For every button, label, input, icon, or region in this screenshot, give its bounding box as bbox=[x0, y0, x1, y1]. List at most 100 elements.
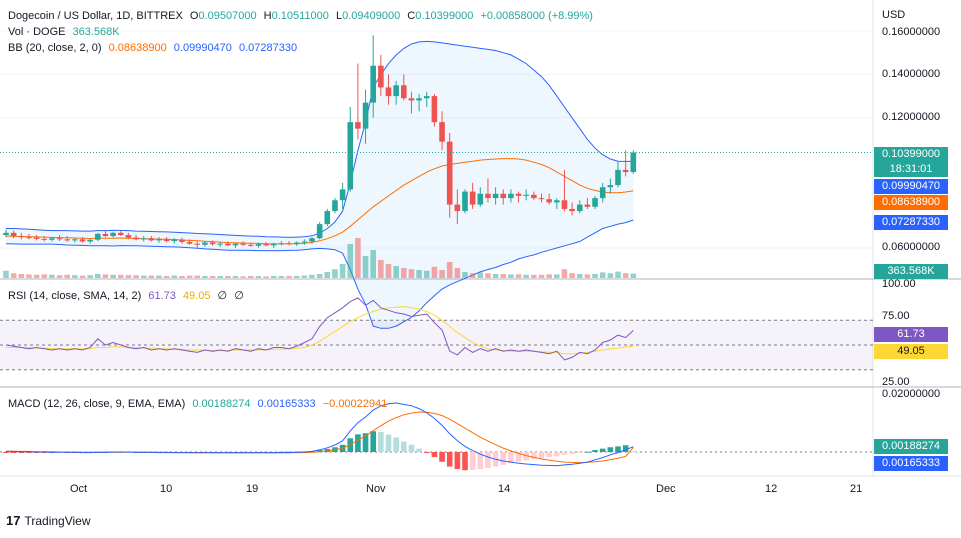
currency-label: USD bbox=[882, 9, 906, 21]
volume-bar bbox=[248, 276, 254, 278]
macd-signal-value: 0.00165333 bbox=[257, 398, 316, 410]
high-value: 0.10511000 bbox=[271, 10, 329, 22]
candle-body bbox=[576, 204, 583, 212]
rsi-legend[interactable]: RSI (14, close, SMA, 14, 2) 61.73 49.05 … bbox=[8, 289, 248, 303]
macd-histogram-bar bbox=[477, 452, 484, 470]
volume-bar bbox=[102, 274, 109, 278]
candle-body bbox=[309, 238, 315, 242]
rsi-line bbox=[5, 297, 634, 361]
candle-body bbox=[18, 236, 25, 238]
macd-histogram-bar bbox=[393, 437, 399, 452]
volume-bar bbox=[538, 274, 545, 278]
candle-body bbox=[33, 237, 40, 239]
volume-legend[interactable]: Vol · DOGE 363.568K bbox=[8, 25, 124, 39]
candle-body bbox=[378, 65, 384, 88]
bb-label: BB (20, close, 2, 0) bbox=[8, 42, 102, 54]
macd-histogram-bar bbox=[446, 452, 453, 467]
volume-bar bbox=[171, 275, 178, 278]
volume-bar bbox=[584, 274, 591, 278]
volume-bar bbox=[423, 270, 430, 278]
candle-body bbox=[102, 233, 109, 237]
volume-bar bbox=[278, 276, 285, 278]
x-tick: Oct bbox=[70, 483, 88, 495]
candle-body bbox=[248, 244, 254, 246]
tradingview-logo[interactable]: 17 TradingView bbox=[6, 513, 91, 528]
candle-body bbox=[355, 122, 361, 129]
macd-histogram-bar bbox=[515, 452, 522, 462]
x-tick: 21 bbox=[850, 483, 863, 495]
brand-name: TradingView bbox=[24, 513, 91, 528]
x-tick: 14 bbox=[498, 483, 511, 495]
macd-legend[interactable]: MACD (12, 26, close, 9, EMA, EMA) 0.0018… bbox=[8, 397, 391, 411]
volume-bar bbox=[125, 275, 132, 278]
candle-body bbox=[171, 239, 178, 242]
volume-bar bbox=[378, 260, 384, 278]
candle-body bbox=[72, 239, 78, 241]
volume-bar bbox=[531, 274, 537, 278]
x-tick: Nov bbox=[366, 483, 386, 495]
volume-bar bbox=[554, 274, 560, 278]
macd-histogram-bar bbox=[569, 452, 575, 454]
volume-bar bbox=[49, 274, 55, 278]
volume-bar bbox=[630, 273, 637, 278]
macd-line bbox=[6, 402, 634, 467]
x-tick: 19 bbox=[246, 483, 259, 495]
candle-body bbox=[194, 243, 201, 245]
rsi-tick: 100.00 bbox=[882, 278, 916, 290]
bb-lower-line bbox=[5, 219, 634, 329]
candle-body bbox=[324, 211, 331, 225]
high-label: H bbox=[263, 10, 272, 22]
candle-body bbox=[469, 191, 476, 205]
candle-body bbox=[87, 239, 93, 242]
volume-bar bbox=[316, 274, 323, 278]
volume-bar bbox=[561, 269, 568, 278]
macd-histogram-bar bbox=[439, 452, 445, 462]
candle-body bbox=[408, 98, 415, 101]
bb-legend[interactable]: BB (20, close, 2, 0) 0.08638900 0.099904… bbox=[8, 41, 301, 55]
volume-bar bbox=[148, 275, 155, 278]
candle-body bbox=[117, 232, 124, 235]
macd-histogram-bar bbox=[615, 446, 621, 452]
volume-bar bbox=[209, 276, 216, 278]
volume-bar bbox=[64, 274, 70, 278]
volume-bar bbox=[324, 272, 331, 278]
bb-mid-value: 0.08638900 bbox=[108, 42, 167, 54]
volume-bar bbox=[385, 264, 392, 278]
candle-body bbox=[393, 85, 399, 97]
volume-bar bbox=[462, 272, 468, 278]
macd-histogram-bar bbox=[576, 452, 583, 453]
volume-bar bbox=[401, 268, 407, 278]
macd-histogram-bar bbox=[584, 451, 591, 453]
candle-body bbox=[10, 232, 17, 237]
candle-body bbox=[416, 98, 422, 101]
candle-body bbox=[332, 200, 338, 212]
macd-histogram-bar bbox=[523, 452, 529, 461]
macd-histogram-bar bbox=[531, 452, 537, 460]
volume-bar bbox=[569, 273, 575, 278]
volume-bar bbox=[41, 274, 48, 278]
candle-body bbox=[492, 193, 499, 199]
volume-bar bbox=[10, 273, 17, 278]
volume-bar bbox=[3, 270, 9, 278]
macd-histogram-bar bbox=[599, 448, 606, 452]
macd-histogram-bar bbox=[423, 452, 430, 453]
candle-body bbox=[3, 232, 9, 235]
price-tick: 0.16000000 bbox=[882, 26, 941, 38]
volume-badge: 363.568K bbox=[874, 264, 948, 279]
candle-body bbox=[140, 238, 147, 240]
tv-logo-icon: 17 bbox=[6, 513, 21, 528]
volume-bar bbox=[133, 275, 139, 278]
candle-body bbox=[485, 193, 491, 199]
x-tick: 10 bbox=[160, 483, 173, 495]
candle-body bbox=[561, 200, 568, 209]
candle-body bbox=[217, 243, 223, 245]
volume-bar bbox=[500, 274, 507, 278]
volume-bar bbox=[576, 274, 583, 278]
bb-upper-value: 0.09990470 bbox=[173, 42, 232, 54]
volume-bar bbox=[225, 276, 231, 278]
rsi-extra-2: ∅ bbox=[234, 290, 244, 302]
volume-bar bbox=[454, 268, 461, 278]
macd-histogram-bar bbox=[401, 441, 407, 452]
bb-upper-badge: 0.09990470 bbox=[874, 179, 948, 194]
